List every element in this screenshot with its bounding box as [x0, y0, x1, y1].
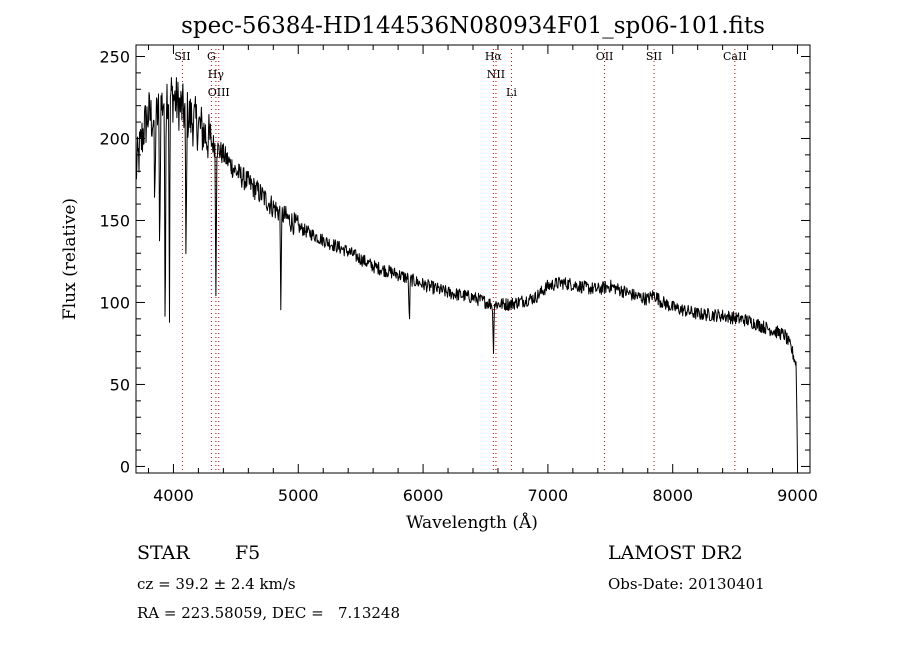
- line-marker-label: OII: [596, 50, 614, 63]
- coordinates: RA = 223.58059, DEC = 7.13248: [137, 604, 401, 622]
- line-marker-label: Hα: [485, 50, 503, 63]
- x-tick-label: 9000: [777, 486, 818, 505]
- spectrum-line: [135, 77, 798, 467]
- x-tick-label: 7000: [528, 486, 569, 505]
- obs-date: Obs-Date: 20130401: [608, 575, 765, 593]
- line-marker-label: Li: [506, 86, 517, 99]
- y-tick-label: 200: [99, 129, 130, 148]
- x-axis: 4000 5000 6000 7000 8000 9000: [147, 45, 818, 505]
- y-tick-label: 150: [99, 211, 130, 230]
- survey-name: LAMOST DR2: [608, 542, 743, 564]
- line-marker-label: G: [207, 50, 216, 63]
- chart-title: spec-56384-HD144536N080934F01_sp06-101.f…: [181, 13, 765, 39]
- x-tick-label: 6000: [403, 486, 444, 505]
- y-tick-label: 100: [99, 293, 130, 312]
- line-marker-label: OIII: [208, 86, 230, 99]
- line-marker-label: Hγ: [208, 68, 225, 81]
- redshift-velocity: cz = 39.2 ± 2.4 km/s: [137, 575, 296, 593]
- line-marker-label: CaII: [723, 50, 747, 63]
- x-tick-label: 4000: [153, 486, 194, 505]
- object-subclass: F5: [235, 542, 261, 564]
- line-marker-label: SII: [174, 50, 190, 63]
- object-class: STAR: [137, 542, 190, 564]
- x-axis-label: Wavelength (Å): [406, 512, 538, 533]
- line-marker-label: SII: [646, 50, 662, 63]
- y-tick-label: 250: [99, 47, 130, 66]
- x-tick-label: 5000: [278, 486, 319, 505]
- y-tick-label: 0: [120, 457, 130, 476]
- y-tick-label: 50: [110, 375, 130, 394]
- y-axis: 0 50 100 150 200 250: [99, 47, 810, 476]
- y-axis-label: Flux (relative): [60, 198, 80, 320]
- line-marker-label: NII: [487, 68, 505, 81]
- x-tick-label: 8000: [652, 486, 693, 505]
- plot-frame: [135, 44, 811, 474]
